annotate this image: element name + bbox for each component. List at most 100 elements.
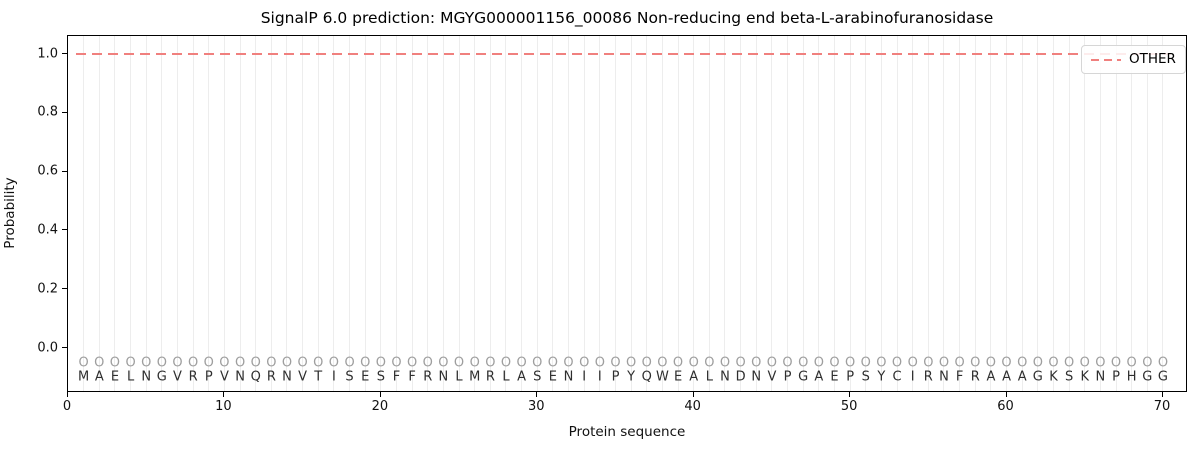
residue-gridline bbox=[771, 36, 773, 391]
residue-gridline bbox=[349, 36, 351, 391]
residue-marker-other: O bbox=[766, 355, 778, 371]
residue-letter: F bbox=[408, 369, 416, 385]
residue-gridline bbox=[896, 36, 898, 391]
residue-letter: P bbox=[1112, 369, 1120, 385]
residue-letter: S bbox=[1064, 369, 1074, 385]
residue-letter: K bbox=[1049, 369, 1058, 385]
residue-marker-other: O bbox=[813, 355, 824, 371]
residue-marker-other: O bbox=[798, 355, 809, 371]
residue-marker-other: O bbox=[438, 355, 449, 371]
residue-letter: S bbox=[345, 369, 354, 385]
residue-gridline bbox=[442, 36, 444, 391]
residue-marker-other: O bbox=[704, 355, 715, 371]
x-tick-mark bbox=[223, 392, 225, 397]
x-tick-label: 60 bbox=[997, 399, 1014, 414]
residue-letter: I bbox=[331, 369, 336, 385]
y-tick-label: 0.6 bbox=[37, 163, 58, 179]
y-tick-label: 0.0 bbox=[37, 340, 58, 355]
residue-letter: V bbox=[173, 369, 182, 385]
residue-letter: R bbox=[970, 369, 980, 385]
residue-gridline bbox=[270, 36, 272, 391]
residue-gridline bbox=[255, 36, 257, 391]
residue-letter: L bbox=[126, 369, 135, 385]
residue-marker-other: O bbox=[344, 355, 355, 371]
residue-gridline bbox=[411, 36, 413, 391]
residue-gridline bbox=[787, 36, 789, 391]
residue-gridline bbox=[1084, 36, 1086, 391]
residue-gridline bbox=[458, 36, 460, 391]
residue-marker-other: O bbox=[125, 355, 136, 371]
residue-marker-other: O bbox=[1063, 355, 1075, 371]
residue-gridline bbox=[614, 36, 616, 391]
legend-box: OTHER bbox=[1081, 45, 1186, 74]
residue-marker-other: O bbox=[970, 355, 981, 371]
residue-gridline bbox=[489, 36, 491, 391]
x-tick-mark bbox=[67, 392, 68, 397]
residue-letter: R bbox=[923, 369, 933, 385]
residue-marker-other: O bbox=[453, 355, 465, 371]
residue-marker-other: O bbox=[203, 355, 214, 371]
residue-marker-other: O bbox=[954, 355, 965, 371]
x-tick-mark bbox=[379, 392, 381, 397]
legend-label: OTHER bbox=[1129, 50, 1176, 67]
x-tick-label: 10 bbox=[215, 399, 232, 414]
residue-marker-other: O bbox=[876, 355, 887, 371]
residue-marker-other: O bbox=[594, 355, 605, 371]
residue-gridline bbox=[818, 36, 820, 391]
residue-marker-other: O bbox=[1142, 355, 1153, 371]
x-tick-mark bbox=[536, 392, 538, 397]
residue-gridline bbox=[521, 36, 523, 391]
residue-marker-other: O bbox=[172, 355, 183, 371]
residue-gridline bbox=[223, 36, 225, 391]
y-tick-mark bbox=[62, 53, 67, 54]
residue-gridline bbox=[395, 36, 397, 391]
y-tick-label: 0.2 bbox=[37, 281, 58, 297]
residue-marker-other: O bbox=[860, 355, 871, 371]
residue-gridline bbox=[552, 36, 554, 391]
residue-gridline bbox=[333, 36, 335, 391]
residue-marker-other: O bbox=[1110, 355, 1122, 371]
residue-letter: M bbox=[469, 369, 481, 385]
residue-letter: A bbox=[1017, 369, 1027, 385]
residue-letter: E bbox=[830, 369, 839, 385]
residue-gridline bbox=[724, 36, 726, 391]
residue-gridline bbox=[1146, 36, 1148, 391]
residue-letter: E bbox=[110, 369, 120, 385]
residue-letter: P bbox=[783, 369, 792, 385]
residue-marker-other: O bbox=[328, 355, 340, 371]
residue-marker-other: O bbox=[94, 355, 105, 371]
residue-gridline bbox=[755, 36, 757, 391]
residue-gridline bbox=[1021, 36, 1023, 391]
residue-marker-other: O bbox=[234, 355, 246, 371]
residue-marker-other: O bbox=[407, 355, 418, 371]
residue-letter: N bbox=[751, 369, 762, 385]
y-tick-mark bbox=[62, 229, 67, 231]
residue-letter: T bbox=[314, 369, 323, 385]
residue-gridline bbox=[98, 36, 100, 391]
residue-letter: S bbox=[376, 369, 385, 385]
residue-marker-other: O bbox=[297, 355, 308, 371]
residue-letter: N bbox=[141, 369, 152, 385]
residue-letter: I bbox=[910, 369, 915, 385]
residue-gridline bbox=[630, 36, 632, 391]
residue-letter: K bbox=[1080, 369, 1090, 385]
residue-letter: A bbox=[986, 369, 996, 385]
x-tick-mark bbox=[692, 392, 694, 397]
residue-letter: L bbox=[502, 369, 510, 385]
residue-marker-other: O bbox=[751, 355, 762, 371]
y-tick-mark bbox=[62, 170, 67, 172]
residue-marker-other: O bbox=[688, 355, 699, 371]
y-axis-label: Probability bbox=[2, 177, 18, 249]
residue-letter: N bbox=[1095, 369, 1106, 385]
residue-letter: V bbox=[767, 369, 777, 385]
y-tick-mark bbox=[62, 347, 67, 348]
residue-letter: V bbox=[298, 369, 308, 385]
residue-marker-other: O bbox=[78, 355, 89, 371]
residue-gridline bbox=[83, 36, 85, 391]
residue-letter: S bbox=[861, 369, 870, 385]
residue-letter: R bbox=[423, 369, 433, 385]
residue-letter: A bbox=[94, 369, 104, 385]
residue-letter: H bbox=[1126, 369, 1137, 385]
